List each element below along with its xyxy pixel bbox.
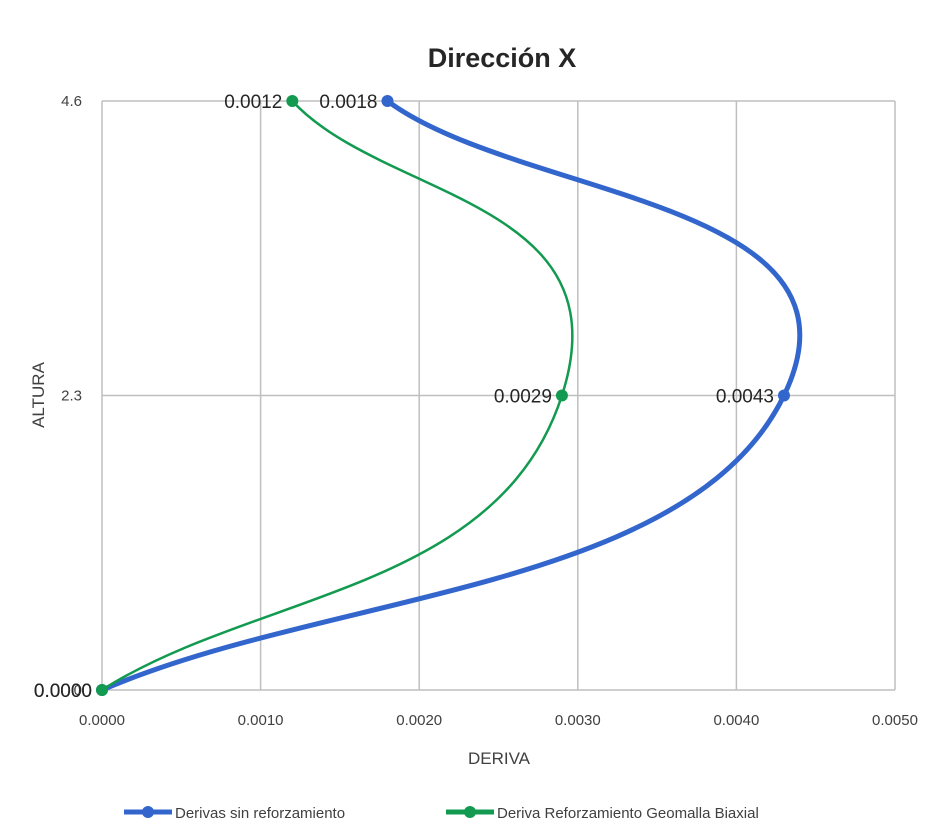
x-tick-label: 0.0000 bbox=[79, 712, 125, 729]
legend-label-2: Deriva Reforzamiento Geomalla Biaxial bbox=[497, 805, 759, 822]
series-2-point bbox=[286, 95, 299, 107]
series-1-data-label: 0.0043 bbox=[716, 387, 774, 408]
y-tick-label: 0 bbox=[74, 682, 82, 699]
series-2-data-label: 0.0000 bbox=[34, 681, 92, 702]
series-2-data-label: 0.0029 bbox=[494, 387, 552, 408]
chart-title: Dirección X bbox=[428, 43, 577, 73]
series-1-data-label: 0.0000 bbox=[34, 681, 92, 702]
x-tick-label: 0.0010 bbox=[238, 712, 284, 729]
legend: Derivas sin reforzamiento Deriva Reforzam… bbox=[124, 805, 759, 822]
gridlines bbox=[101, 100, 896, 691]
x-tick-label: 0.0030 bbox=[555, 712, 601, 729]
series-2-point bbox=[555, 389, 568, 402]
x-tick-label: 0.0040 bbox=[713, 712, 759, 729]
series-layer bbox=[96, 95, 803, 696]
x-axis-title: DERIVA bbox=[468, 749, 531, 768]
series-2-data-label: 0.0012 bbox=[224, 92, 282, 113]
y-axis-title: ALTURA bbox=[29, 361, 48, 427]
legend-marker-1 bbox=[142, 806, 154, 818]
series-1-point bbox=[381, 95, 394, 107]
series-2-point bbox=[96, 684, 108, 696]
x-tick-label: 0.0020 bbox=[396, 712, 442, 729]
x-tick-label: 0.0050 bbox=[872, 712, 918, 729]
y-tick-label: 2.3 bbox=[61, 388, 82, 405]
series-1-data-label: 0.0018 bbox=[319, 92, 377, 113]
legend-marker-2 bbox=[464, 806, 476, 818]
legend-label-1: Derivas sin reforzamiento bbox=[175, 805, 345, 822]
series-1-point bbox=[777, 389, 790, 402]
y-tick-label: 4.6 bbox=[61, 93, 82, 110]
axes: 0.0000 0.0010 0.0020 0.0030 0.0040 0.0050 0 2.3… bbox=[61, 93, 918, 729]
